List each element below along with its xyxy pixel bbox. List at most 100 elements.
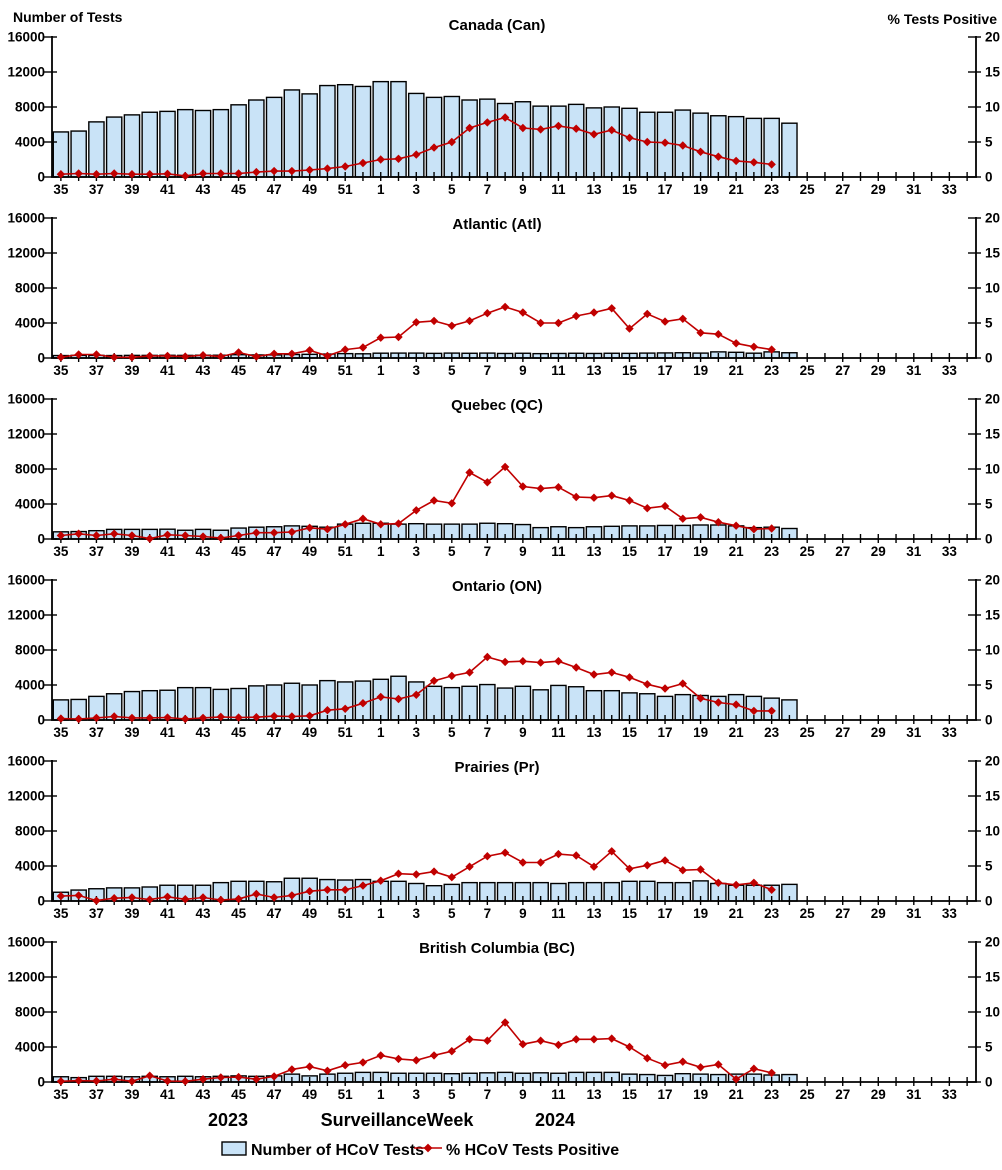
x-tick-label-29: 29 xyxy=(871,182,886,197)
left-tick-label-16000: 16000 xyxy=(7,392,45,407)
point-week-48 xyxy=(287,166,297,176)
point-week-13 xyxy=(589,308,599,317)
right-tick-label-10: 10 xyxy=(985,281,1000,296)
year-label-2024: 2024 xyxy=(535,1110,575,1130)
legend-bar-swatch-icon xyxy=(221,1141,247,1156)
left-tick-label-8000: 8000 xyxy=(15,462,45,477)
x-tick-label-39: 39 xyxy=(124,725,139,740)
point-week-48 xyxy=(287,712,297,721)
x-tick-label-1: 1 xyxy=(377,544,385,559)
point-week-37 xyxy=(92,170,101,179)
point-week-42 xyxy=(181,352,190,361)
x-tick-label-13: 13 xyxy=(586,544,602,559)
bar-week-12 xyxy=(567,103,585,178)
point-week-7 xyxy=(483,478,492,487)
point-week-7 xyxy=(483,852,492,861)
bar-week-11 xyxy=(550,684,567,721)
x-tick-label-9: 9 xyxy=(519,725,527,740)
left-tick-label-8000: 8000 xyxy=(15,824,45,839)
x-tick-label-45: 45 xyxy=(231,1087,247,1102)
point-week-36 xyxy=(74,891,83,900)
point-week-41 xyxy=(163,713,172,722)
point-week-18 xyxy=(678,1057,688,1066)
x-tick-label-25: 25 xyxy=(800,544,816,559)
x-tick-label-21: 21 xyxy=(729,363,745,378)
point-week-49 xyxy=(305,523,314,532)
x-tick-label-25: 25 xyxy=(800,906,816,921)
point-week-41 xyxy=(163,530,172,539)
point-week-23 xyxy=(767,1068,776,1078)
point-week-44 xyxy=(216,352,226,361)
x-tick-label-17: 17 xyxy=(658,544,673,559)
x-tick-label-31: 31 xyxy=(906,363,922,378)
x-tick-label-49: 49 xyxy=(302,725,317,740)
x-tick-label-13: 13 xyxy=(586,906,602,921)
point-week-52 xyxy=(358,514,368,523)
point-week-44 xyxy=(216,1073,226,1082)
bar-week-41 xyxy=(159,110,176,178)
x-tick-label-21: 21 xyxy=(729,1087,745,1102)
point-week-10 xyxy=(536,125,545,134)
right-tick-label-5: 5 xyxy=(985,316,993,331)
right-tick-label-20: 20 xyxy=(985,392,1000,407)
x-axis-title-word1: Surveillance xyxy=(321,1110,427,1130)
point-week-42 xyxy=(181,714,190,724)
point-week-18 xyxy=(678,679,688,688)
point-week-2 xyxy=(394,519,403,528)
bar-week-43 xyxy=(194,109,212,178)
bar-week-45 xyxy=(230,104,247,178)
point-week-44 xyxy=(216,712,226,722)
left-tick-label-8000: 8000 xyxy=(15,100,45,115)
x-axis-title-word2: Week xyxy=(427,1110,475,1130)
point-week-4 xyxy=(429,143,439,152)
point-week-5 xyxy=(447,873,457,882)
point-week-38 xyxy=(109,712,119,721)
point-week-16 xyxy=(643,680,652,689)
point-week-40 xyxy=(145,351,154,361)
x-tick-label-49: 49 xyxy=(302,1087,317,1102)
x-tick-label-29: 29 xyxy=(871,363,886,378)
x-tick-label-21: 21 xyxy=(729,544,745,559)
point-week-6 xyxy=(465,1035,474,1044)
right-tick-label-10: 10 xyxy=(985,824,1000,839)
x-tick-label-41: 41 xyxy=(160,544,176,559)
left-tick-label-0: 0 xyxy=(37,894,45,909)
point-week-18 xyxy=(678,141,688,150)
left-tick-label-16000: 16000 xyxy=(7,754,45,769)
point-week-46 xyxy=(252,1075,261,1084)
point-week-20 xyxy=(714,330,723,339)
point-week-41 xyxy=(163,892,172,901)
x-tick-label-15: 15 xyxy=(622,725,638,740)
x-tick-label-3: 3 xyxy=(413,1087,421,1102)
left-tick-label-4000: 4000 xyxy=(15,135,45,150)
right-tick-label-20: 20 xyxy=(985,573,1000,588)
right-tick-label-5: 5 xyxy=(985,497,993,512)
left-tick-label-0: 0 xyxy=(37,170,45,185)
point-week-23 xyxy=(767,524,776,533)
point-week-19 xyxy=(696,147,705,156)
x-tick-label-5: 5 xyxy=(448,725,456,740)
bar-week-3 xyxy=(407,92,425,178)
x-tick-label-5: 5 xyxy=(448,544,456,559)
point-week-51 xyxy=(340,520,350,529)
point-week-13 xyxy=(589,1035,599,1044)
x-tick-label-33: 33 xyxy=(942,363,958,378)
point-week-9 xyxy=(518,123,528,133)
bar-week-20 xyxy=(710,115,727,178)
point-week-4 xyxy=(429,1051,439,1060)
point-week-5 xyxy=(447,137,457,147)
x-tick-label-27: 27 xyxy=(835,544,850,559)
point-week-39 xyxy=(127,353,137,362)
point-week-2 xyxy=(394,154,403,163)
point-week-13 xyxy=(589,670,599,679)
right-tick-label-20: 20 xyxy=(985,211,1000,226)
point-week-20 xyxy=(714,152,723,161)
point-week-20 xyxy=(714,878,723,887)
x-tick-label-23: 23 xyxy=(764,182,780,197)
x-tick-label-19: 19 xyxy=(693,906,708,921)
point-week-46 xyxy=(252,713,261,722)
point-week-37 xyxy=(92,1076,101,1086)
x-tick-label-21: 21 xyxy=(729,182,745,197)
